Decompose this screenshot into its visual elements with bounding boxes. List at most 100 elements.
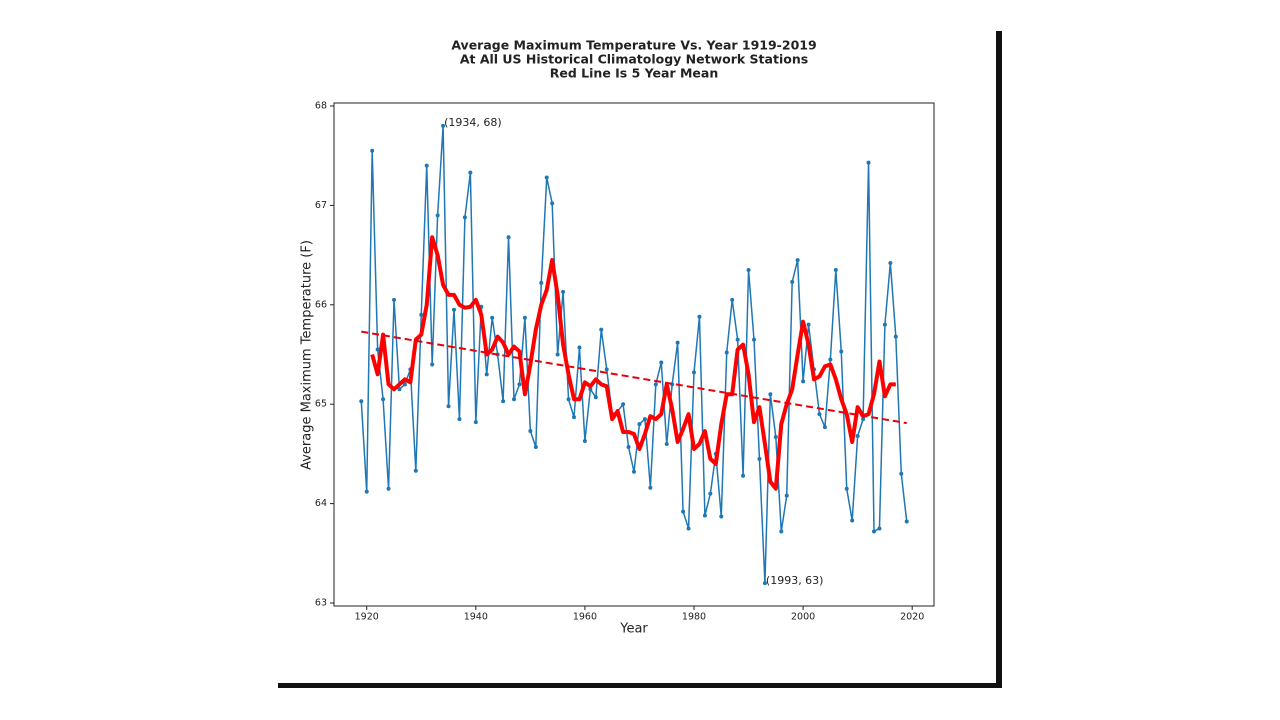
data-point xyxy=(582,438,587,443)
data-point xyxy=(828,357,833,362)
data-point xyxy=(473,420,478,425)
series-line xyxy=(370,235,896,491)
data-point xyxy=(533,444,538,449)
plot-area xyxy=(333,102,935,607)
chart-title: At All US Historical Climatology Network… xyxy=(460,52,808,67)
annotation: (1934, 68) xyxy=(444,116,502,129)
data-point xyxy=(735,337,740,342)
data-point xyxy=(675,340,680,345)
data-point xyxy=(866,160,871,165)
y-tick-label: 65 xyxy=(315,399,327,410)
data-point xyxy=(888,261,893,266)
data-point xyxy=(452,307,456,312)
data-point xyxy=(397,387,402,392)
data-point xyxy=(741,473,746,478)
x-tick-label: 1980 xyxy=(682,612,706,623)
x-tick-label: 1960 xyxy=(573,612,597,623)
data-point xyxy=(686,526,691,531)
data-point xyxy=(653,382,658,387)
data-point xyxy=(577,345,582,350)
data-point xyxy=(506,235,511,240)
annotation: (1993, 63) xyxy=(766,574,824,587)
data-point xyxy=(642,417,647,422)
data-point xyxy=(877,526,882,531)
data-point xyxy=(904,519,909,524)
data-point xyxy=(528,429,533,434)
data-point xyxy=(664,441,669,446)
data-point xyxy=(801,379,806,384)
data-point xyxy=(719,514,724,519)
data-point xyxy=(375,347,380,352)
data-point xyxy=(790,279,795,284)
data-point xyxy=(817,412,822,417)
data-point xyxy=(490,315,495,320)
data-point xyxy=(708,491,713,496)
data-point xyxy=(632,469,636,474)
x-tick-label: 2020 xyxy=(900,612,924,623)
data-point xyxy=(501,399,506,404)
data-point xyxy=(441,123,446,128)
data-point xyxy=(386,486,391,491)
data-point xyxy=(833,268,838,273)
data-point xyxy=(468,170,473,175)
data-point xyxy=(899,471,904,476)
data-point xyxy=(402,382,407,387)
data-point xyxy=(850,518,855,523)
x-tick-label: 1940 xyxy=(464,612,488,623)
data-point xyxy=(517,382,522,387)
data-point xyxy=(392,297,396,302)
data-point xyxy=(539,280,544,285)
data-point xyxy=(457,417,462,422)
data-point xyxy=(752,337,756,342)
data-point xyxy=(435,213,440,218)
x-tick-label: 2000 xyxy=(791,612,815,623)
data-point xyxy=(779,529,784,534)
data-point xyxy=(419,312,424,317)
data-point xyxy=(730,297,735,302)
data-point xyxy=(773,435,778,440)
data-point xyxy=(659,360,664,365)
y-tick-label: 67 xyxy=(315,200,327,211)
data-point xyxy=(757,456,762,461)
data-point xyxy=(697,314,702,319)
data-point xyxy=(681,509,686,514)
data-point xyxy=(381,397,386,402)
data-point xyxy=(561,289,566,294)
data-point xyxy=(768,392,773,397)
data-point xyxy=(861,417,866,422)
data-point xyxy=(572,415,576,420)
data-point xyxy=(566,397,571,402)
data-point xyxy=(430,362,435,367)
data-point xyxy=(806,322,811,327)
data-point xyxy=(446,404,451,409)
data-point xyxy=(555,352,560,357)
data-point xyxy=(599,327,604,332)
data-point xyxy=(621,402,626,407)
y-tick-label: 64 xyxy=(315,498,327,509)
data-point xyxy=(484,372,489,377)
data-point xyxy=(822,425,827,430)
data-point xyxy=(724,350,729,355)
data-point xyxy=(844,486,849,491)
data-point xyxy=(359,399,364,404)
data-point xyxy=(762,581,767,586)
chart-title: Average Maximum Temperature Vs. Year 191… xyxy=(451,38,816,53)
data-point xyxy=(512,397,516,402)
data-point xyxy=(604,367,609,372)
data-point xyxy=(462,215,467,220)
data-point xyxy=(839,349,844,354)
data-point xyxy=(648,485,653,490)
data-point xyxy=(692,370,696,375)
chart-title: Red Line Is 5 Year Mean xyxy=(550,66,718,81)
data-point xyxy=(872,529,876,534)
data-point xyxy=(550,201,555,206)
data-point xyxy=(544,175,549,180)
data-point xyxy=(626,444,631,449)
data-point xyxy=(593,395,598,400)
data-point xyxy=(588,387,593,392)
data-point xyxy=(795,258,800,263)
series-line xyxy=(361,330,907,425)
data-point xyxy=(882,322,887,327)
